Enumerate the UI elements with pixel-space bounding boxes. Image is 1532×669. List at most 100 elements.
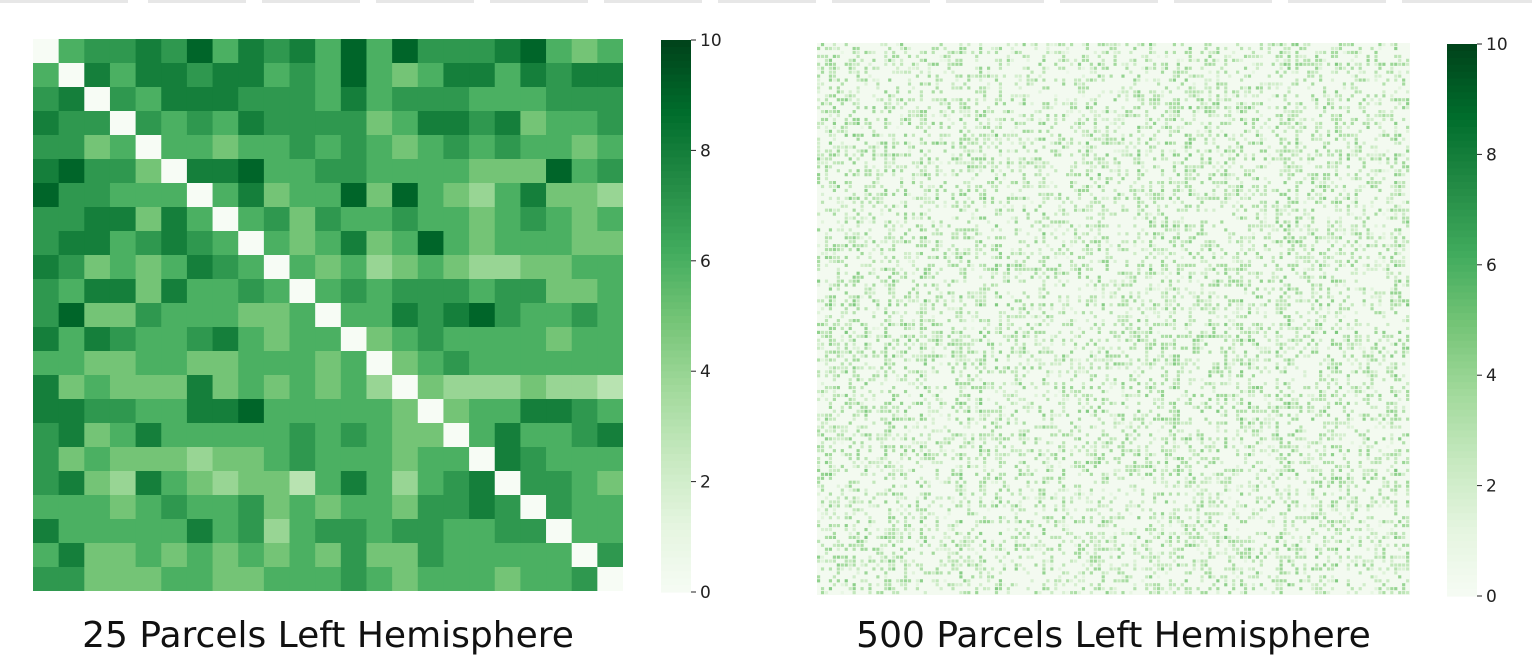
heatmap-cell xyxy=(848,90,852,94)
heatmap-cell xyxy=(868,62,872,66)
heatmap-cell xyxy=(1101,319,1105,323)
heatmap-cell xyxy=(1137,173,1141,177)
heatmap-cell xyxy=(1287,200,1291,204)
heatmap-cell xyxy=(1105,236,1109,240)
heatmap-cell xyxy=(1172,169,1176,173)
heatmap-cell xyxy=(1330,113,1335,118)
heatmap-cell xyxy=(1137,334,1141,338)
heatmap-cell xyxy=(872,110,876,114)
heatmap-cell xyxy=(943,299,947,303)
heatmap-cell xyxy=(1204,220,1208,224)
heatmap-cell xyxy=(1117,90,1121,94)
heatmap-cell xyxy=(1275,212,1279,216)
heatmap-cell xyxy=(1319,287,1323,291)
heatmap-cell xyxy=(1346,110,1350,114)
heatmap-cell xyxy=(135,231,162,256)
heatmap-cell xyxy=(1382,117,1386,122)
heatmap-cell xyxy=(1153,271,1157,275)
heatmap-cell xyxy=(1038,330,1042,334)
heatmap-cell xyxy=(1101,303,1105,307)
heatmap-cell xyxy=(1315,66,1319,70)
heatmap-cell xyxy=(1394,240,1398,244)
heatmap-cell xyxy=(1311,232,1315,236)
heatmap-cell xyxy=(1149,184,1153,189)
heatmap-cell xyxy=(1042,86,1046,90)
heatmap-cell xyxy=(1042,236,1046,240)
heatmap-cell xyxy=(1101,141,1105,145)
heatmap-cell xyxy=(1121,141,1125,145)
heatmap-cell xyxy=(1240,275,1244,279)
heatmap-cell xyxy=(824,149,829,153)
heatmap-cell xyxy=(1097,244,1101,248)
heatmap-cell xyxy=(1137,125,1141,129)
heatmap-cell xyxy=(975,232,979,236)
heatmap-cell xyxy=(1066,110,1070,114)
heatmap-cell xyxy=(817,267,821,271)
colorbar-gradient-band xyxy=(661,543,691,552)
heatmap-cell xyxy=(1168,251,1173,256)
heatmap-cell xyxy=(1081,263,1086,267)
heatmap-cell xyxy=(1394,184,1398,189)
heatmap-cell xyxy=(1014,315,1018,319)
heatmap-cell xyxy=(1394,173,1398,177)
heatmap-cell xyxy=(1208,248,1212,252)
heatmap-cell xyxy=(1295,208,1299,212)
heatmap-cell xyxy=(1275,263,1279,267)
heatmap-cell xyxy=(1358,50,1362,55)
heatmap-cell xyxy=(1054,102,1058,106)
heatmap-cell xyxy=(1145,291,1149,295)
colorbar-gradient-band xyxy=(661,46,691,55)
heatmap-cell xyxy=(494,495,521,520)
heatmap-cell xyxy=(872,315,876,319)
heatmap-cell xyxy=(915,224,919,228)
heatmap-cell xyxy=(1121,74,1125,78)
heatmap-cell xyxy=(1295,62,1299,66)
heatmap-cell xyxy=(1129,275,1133,279)
heatmap-cell xyxy=(1054,78,1058,82)
heatmap-cell xyxy=(915,196,919,200)
heatmap-cell xyxy=(1093,295,1097,299)
heatmap-cell xyxy=(109,255,137,280)
heatmap-cell xyxy=(1153,98,1157,102)
heatmap-cell xyxy=(1153,322,1157,327)
heatmap-cell xyxy=(1240,303,1244,307)
heatmap-cell xyxy=(1196,232,1200,236)
heatmap-cell xyxy=(1121,149,1125,153)
heatmap-cell xyxy=(1263,330,1267,334)
heatmap-cell xyxy=(289,207,316,232)
heatmap-cell xyxy=(1247,330,1252,334)
heatmap-cell xyxy=(983,125,987,129)
heatmap-cell xyxy=(1141,184,1145,189)
heatmap-cell xyxy=(828,129,833,133)
heatmap-cell xyxy=(109,303,137,328)
heatmap-cell xyxy=(1172,188,1176,193)
heatmap-cell xyxy=(263,255,291,280)
heatmap-cell xyxy=(872,181,876,185)
heatmap-cell xyxy=(1319,181,1323,185)
heatmap-cell xyxy=(33,327,60,352)
heatmap-cell xyxy=(1156,165,1161,169)
heatmap-cell xyxy=(1081,145,1086,149)
heatmap-cell xyxy=(1156,181,1161,185)
heatmap-cell xyxy=(1113,291,1117,295)
heatmap-cell xyxy=(1192,263,1196,267)
heatmap-cell xyxy=(1406,315,1410,319)
heatmap-cell xyxy=(1204,102,1208,106)
heatmap-cell xyxy=(1315,330,1319,334)
heatmap-cell xyxy=(1240,46,1244,51)
heatmap-cell xyxy=(1315,102,1319,106)
heatmap-cell xyxy=(1232,232,1236,236)
heatmap-cell xyxy=(469,351,496,376)
colorbar-gradient-band xyxy=(661,529,691,538)
heatmap-cell xyxy=(1406,279,1410,283)
heatmap-cell xyxy=(1378,295,1382,299)
heatmap-cell xyxy=(1323,251,1327,256)
heatmap-cell xyxy=(33,111,60,136)
heatmap-cell xyxy=(1030,102,1034,106)
heatmap-cell xyxy=(1275,220,1279,224)
heatmap-cell xyxy=(959,299,963,303)
heatmap-cell xyxy=(1307,251,1311,256)
heatmap-cell xyxy=(238,279,265,304)
heatmap-cell xyxy=(1334,283,1339,287)
heatmap-cell xyxy=(1255,295,1259,299)
